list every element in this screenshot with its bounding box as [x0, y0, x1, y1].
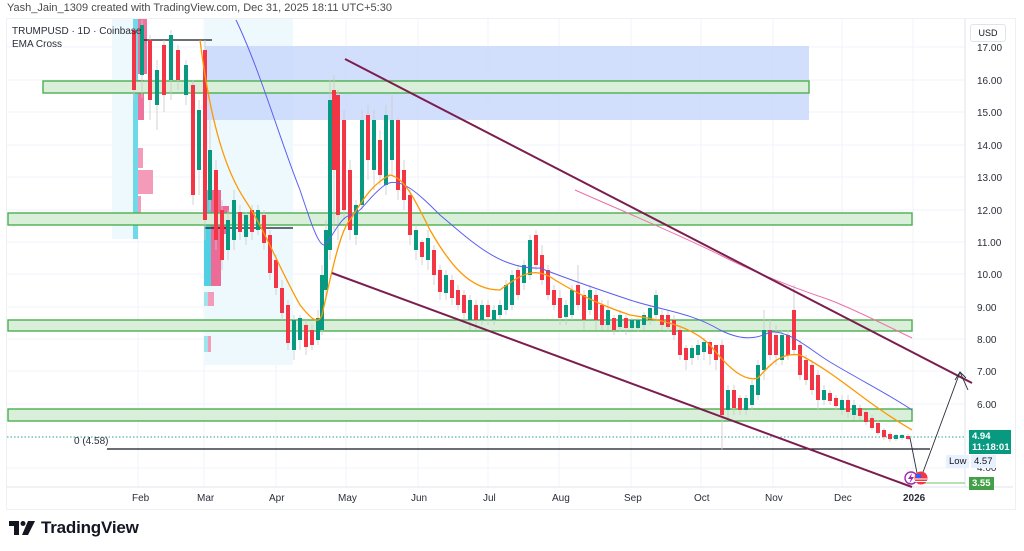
sr-zones [7, 80, 913, 422]
low-value: 4.57 [971, 455, 996, 468]
svg-text:11.00: 11.00 [977, 238, 1002, 249]
svg-text:Oct: Oct [694, 493, 710, 504]
price-axis-ticks: 17.00 16.00 15.00 14.00 13.00 12.00 11.0… [977, 43, 1002, 474]
svg-text:Mar: Mar [197, 493, 215, 504]
svg-text:Feb: Feb [132, 493, 150, 504]
indicator-name[interactable]: EMA Cross [12, 39, 63, 50]
symbol-title[interactable]: TRUMPUSD · 1D · Coinbase [12, 26, 142, 37]
svg-text:9.00: 9.00 [977, 303, 997, 314]
channel-upper-line[interactable] [344, 58, 973, 384]
currency-button[interactable]: USD [970, 24, 1006, 42]
svg-text:14.00: 14.00 [977, 141, 1002, 152]
svg-text:15.00: 15.00 [977, 108, 1002, 119]
chart-legend: TRUMPUSD · 1D · Coinbase EMA Cross [12, 25, 141, 51]
svg-text:7.00: 7.00 [977, 367, 997, 378]
ema-fast-line [199, 39, 913, 431]
svg-text:Apr: Apr [269, 493, 285, 504]
tradingview-brand: TradingView [41, 518, 139, 537]
sr-zone-11-7 [7, 212, 913, 226]
svg-text:13.00: 13.00 [977, 173, 1002, 184]
svg-text:8.00: 8.00 [977, 335, 997, 346]
sr-zone-5-6 [7, 408, 913, 422]
svg-text:Dec: Dec [834, 493, 852, 504]
tradingview-logo[interactable]: TradingView [9, 518, 139, 538]
svg-text:Jul: Jul [483, 493, 496, 504]
svg-text:May: May [338, 493, 357, 504]
tradingview-logo-icon [9, 521, 35, 535]
low-label: Low [946, 455, 970, 468]
bar-countdown: 11:18:01 [972, 442, 1010, 453]
svg-text:16.00: 16.00 [977, 76, 1002, 87]
svg-text:Sep: Sep [624, 493, 642, 504]
sr-zone-16 [42, 80, 810, 94]
svg-text:12.00: 12.00 [977, 206, 1002, 217]
current-price: 4.94 [972, 431, 991, 442]
time-axis-ticks: Feb Mar Apr May Jun Jul Aug Sep Oct Nov … [132, 493, 926, 504]
svg-text:10.00: 10.00 [977, 270, 1002, 281]
svg-text:Jun: Jun [411, 493, 427, 504]
svg-text:Aug: Aug [552, 493, 570, 504]
channel-lower-line[interactable] [331, 272, 913, 488]
target-price-tag: 3.55 [969, 477, 994, 490]
svg-text:17.00: 17.00 [977, 43, 1002, 54]
svg-text:4.00: 4.00 [977, 463, 997, 474]
fib-level-label: 0 (4.58) [74, 436, 108, 447]
us-flag-event-icon[interactable] [914, 471, 928, 485]
svg-text:6.00: 6.00 [977, 400, 997, 411]
chart-attribution: Yash_Jain_1309 created with TradingView.… [7, 2, 392, 14]
svg-text:2026: 2026 [903, 493, 926, 504]
ema-slow-line [235, 19, 913, 411]
current-price-tag: 4.94 11:18:01 [969, 430, 1011, 454]
candle-bodies [132, 25, 910, 439]
svg-text:Nov: Nov [765, 493, 783, 504]
